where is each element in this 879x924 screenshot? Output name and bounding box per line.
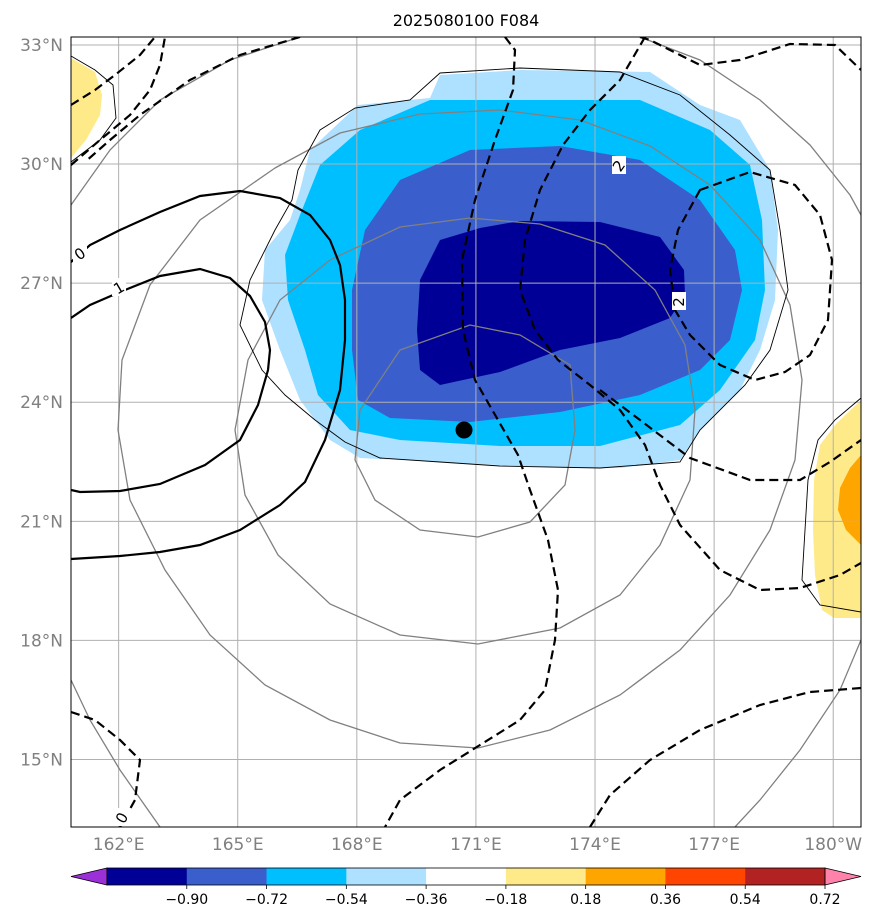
colorbar-segment <box>745 868 826 885</box>
lon-tick-label: 162°E <box>93 835 145 855</box>
shade-faint-positive-east <box>813 400 861 618</box>
lon-tick-label: 177°E <box>688 835 740 855</box>
lon-tick-label: 165°E <box>212 835 264 855</box>
colorbar-tick-label: −0.54 <box>325 892 368 908</box>
thin-contour-east <box>801 397 861 613</box>
storm-center-marker <box>455 421 473 439</box>
colorbar-tick-label: −0.72 <box>245 892 288 908</box>
gray-contour-7 <box>734 639 861 827</box>
colorbar-segment <box>346 868 427 885</box>
dashed-contour-n <box>84 37 301 163</box>
dashed-contour-east-low <box>599 389 861 482</box>
gray-contour-1 <box>354 324 576 538</box>
plot-frame <box>70 36 862 828</box>
lat-tick-label: 24°N <box>20 393 63 413</box>
latitude-tick-labels: 33°N 30°N 27°N 24°N 21°N 18°N 15°N <box>20 36 63 771</box>
map-plot-area: 0 1 2 2 0 <box>71 37 861 827</box>
colorbar-segment <box>585 868 666 885</box>
figure-title: 2025080100 F084 <box>393 11 540 30</box>
lat-tick-label: 15°N <box>20 751 63 771</box>
colorbar-tick-label: 0.18 <box>570 892 601 908</box>
lon-tick-label: 174°E <box>569 835 621 855</box>
shade-faint-positive-nw <box>71 58 102 158</box>
dashed-contour-nw-1 <box>71 37 167 166</box>
dashed-contour-closed-east <box>668 170 834 382</box>
gray-contour-6 <box>71 679 161 827</box>
colorbar-segment <box>186 868 268 885</box>
colorbar-extend-high <box>824 867 862 886</box>
dashed-contour-center <box>384 37 560 827</box>
colorbar-segment <box>107 868 188 885</box>
shade-strong-negative <box>417 221 685 385</box>
dashed-contour-nw-2 <box>71 37 156 106</box>
colorbar-tick-label: −0.36 <box>405 892 448 908</box>
gray-contour-2 <box>234 217 696 645</box>
colorbar-tick-label: 0.36 <box>650 892 681 908</box>
longitude-tick-labels: 162°E 165°E 168°E 171°E 174°E 177°E 180°W <box>93 835 862 855</box>
colorbar-segment <box>505 868 587 885</box>
gridlines <box>71 37 861 827</box>
colorbar-tick-label: 0.54 <box>730 892 761 908</box>
thin-contour-main <box>239 67 789 469</box>
gray-contour-3 <box>117 109 803 749</box>
contour-labels: 0 1 2 2 0 <box>71 156 688 827</box>
colorbar-segment <box>426 868 507 885</box>
gray-contours <box>71 37 861 827</box>
shade-light-positive-east <box>838 455 861 545</box>
contour-0 <box>71 189 347 561</box>
colorbar-segment <box>665 868 746 885</box>
lat-tick-label: 33°N <box>20 36 63 56</box>
lon-tick-label: 168°E <box>331 835 383 855</box>
lon-tick-label: 180°W <box>804 835 862 855</box>
colorbar-segment <box>266 868 347 885</box>
colorbar-tick-label: −0.90 <box>165 892 208 908</box>
dashed-contour-ne <box>639 37 861 71</box>
solid-contours <box>71 189 347 561</box>
colorbar-tick-label: 0.72 <box>809 892 840 908</box>
contour-1 <box>71 267 272 494</box>
lon-tick-label: 171°E <box>450 835 502 855</box>
contour-label-2-east: 2 <box>670 297 688 307</box>
dashed-contour-sw <box>71 710 142 827</box>
lat-tick-label: 30°N <box>20 155 63 175</box>
dashed-contours <box>71 37 861 827</box>
colorbar-frame <box>106 867 826 886</box>
lat-tick-label: 27°N <box>20 274 63 294</box>
shading-negative <box>262 70 778 468</box>
colorbar-extend-low <box>70 867 108 886</box>
gray-contour-5 <box>639 37 861 216</box>
lat-tick-label: 21°N <box>20 512 63 532</box>
dashed-contour-2 <box>518 37 861 592</box>
lat-tick-label: 18°N <box>20 631 63 651</box>
colorbar: −0.90 −0.72 −0.54 −0.36 −0.18 0.18 0.36 0.54 0.7… <box>70 867 862 908</box>
colorbar-tick-label: −0.18 <box>484 892 527 908</box>
shading-positive <box>71 58 861 618</box>
